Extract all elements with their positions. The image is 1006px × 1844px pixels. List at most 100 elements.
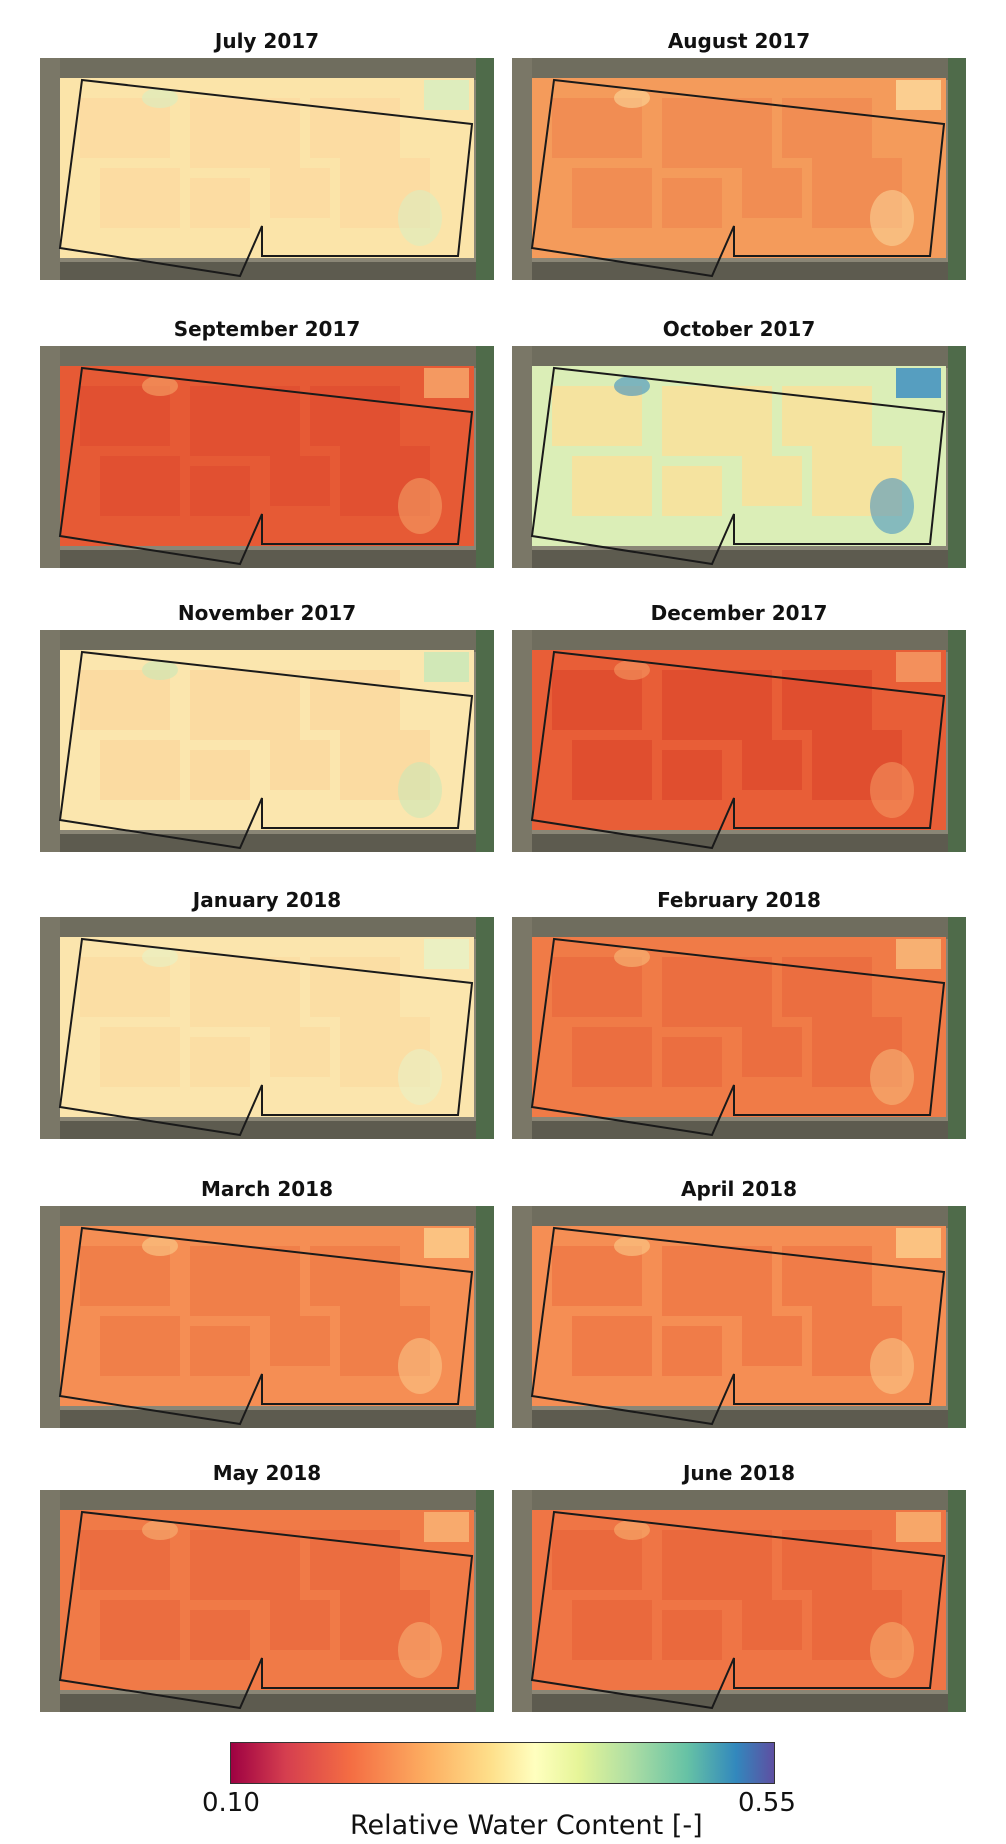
satellite-strip-top	[40, 1206, 494, 1228]
satellite-strip-top	[40, 346, 494, 368]
satellite-strip-left	[40, 1206, 60, 1428]
satellite-strip-top	[40, 58, 494, 80]
field-boundary	[530, 366, 946, 566]
field-zone	[572, 740, 652, 800]
field-zone	[100, 740, 180, 800]
panel-title: September 2017	[173, 317, 361, 341]
field-zone	[662, 98, 772, 168]
satellite-strip-right	[476, 1206, 494, 1428]
accent-zone	[142, 376, 178, 396]
panel-title: January 2018	[192, 888, 342, 912]
satellite-strip-right	[948, 917, 966, 1139]
satellite-strip-right	[476, 630, 494, 852]
accent-zone	[424, 652, 469, 682]
field-zone	[80, 1530, 170, 1590]
field-zone	[100, 1600, 180, 1660]
field-boundary	[530, 650, 946, 850]
field-zone	[270, 740, 330, 790]
map-panel-march-2018: March 2018	[40, 1176, 494, 1428]
map-svg	[40, 58, 494, 280]
accent-zone	[614, 1520, 650, 1540]
field-zone	[662, 386, 772, 456]
panel-title: November 2017	[177, 601, 357, 625]
satellite-strip-bottom	[512, 262, 966, 280]
field-zone	[662, 1610, 722, 1660]
map-svg	[40, 1206, 494, 1428]
map-panel-august-2017: August 2017	[512, 28, 966, 280]
field-zone	[190, 670, 300, 740]
accent-zone	[870, 190, 914, 246]
field-zone	[190, 98, 300, 168]
field-boundary	[58, 366, 474, 566]
accent-zone	[614, 1236, 650, 1256]
panel-title: October 2017	[662, 317, 816, 341]
accent-zone	[614, 660, 650, 680]
satellite-strip-left	[40, 346, 60, 568]
field-zone	[190, 1610, 250, 1660]
rwc-map	[512, 630, 966, 852]
panel-title: December 2017	[650, 601, 828, 625]
colorbar-gradient	[230, 1742, 775, 1784]
satellite-strip-left	[512, 58, 532, 280]
field-zone	[270, 1316, 330, 1366]
field-zone	[190, 957, 300, 1027]
field-zone	[270, 168, 330, 218]
field-zone	[190, 1246, 300, 1316]
field-zone	[662, 1246, 772, 1316]
satellite-strip-bottom	[40, 262, 494, 280]
accent-zone	[424, 368, 469, 398]
rwc-map	[512, 1206, 966, 1428]
colorbar-title: Relative Water Content [-]	[350, 1810, 703, 1841]
field-zone	[80, 1246, 170, 1306]
accent-zone	[870, 1622, 914, 1678]
satellite-strip-right	[948, 1490, 966, 1712]
accent-zone	[398, 1622, 442, 1678]
field-zone	[552, 386, 642, 446]
accent-zone	[896, 1512, 941, 1542]
field-zone	[552, 1530, 642, 1590]
field-zone	[80, 386, 170, 446]
field-zone	[662, 1530, 772, 1600]
field-zone	[190, 178, 250, 228]
accent-zone	[614, 947, 650, 967]
map-svg	[512, 1490, 966, 1712]
map-svg	[512, 58, 966, 280]
field-zone	[572, 1316, 652, 1376]
satellite-strip-bottom	[512, 834, 966, 852]
panel-title: May 2018	[212, 1461, 322, 1485]
satellite-strip-right	[476, 58, 494, 280]
field-zone	[80, 957, 170, 1017]
satellite-strip-left	[40, 1490, 60, 1712]
field-zone	[190, 750, 250, 800]
field-zone	[80, 98, 170, 158]
panel-title: July 2017	[214, 29, 320, 53]
satellite-strip-bottom	[512, 1694, 966, 1712]
accent-zone	[398, 762, 442, 818]
accent-zone	[614, 88, 650, 108]
satellite-strip-right	[948, 58, 966, 280]
field-zone	[100, 456, 180, 516]
field-zone	[270, 456, 330, 506]
field-zone	[190, 1530, 300, 1600]
field-zone	[662, 670, 772, 740]
map-svg	[512, 630, 966, 852]
satellite-strip-top	[512, 917, 966, 939]
field-zone	[552, 957, 642, 1017]
colorbar-min-label: 0.10	[202, 1788, 260, 1818]
field-zone	[742, 1600, 802, 1650]
map-panel-april-2018: April 2018	[512, 1176, 966, 1428]
satellite-strip-right	[476, 917, 494, 1139]
accent-zone	[424, 1512, 469, 1542]
rwc-map	[40, 1490, 494, 1712]
field-zone	[572, 168, 652, 228]
rwc-map	[40, 1206, 494, 1428]
colorbar-max-label: 0.55	[738, 1788, 796, 1818]
field-boundary	[58, 937, 474, 1137]
satellite-strip-bottom	[40, 834, 494, 852]
field-zone	[100, 1316, 180, 1376]
panel-title: June 2018	[682, 1461, 796, 1485]
map-svg	[512, 1206, 966, 1428]
field-boundary	[530, 78, 946, 278]
satellite-strip-right	[948, 630, 966, 852]
satellite-strip-left	[512, 917, 532, 1139]
